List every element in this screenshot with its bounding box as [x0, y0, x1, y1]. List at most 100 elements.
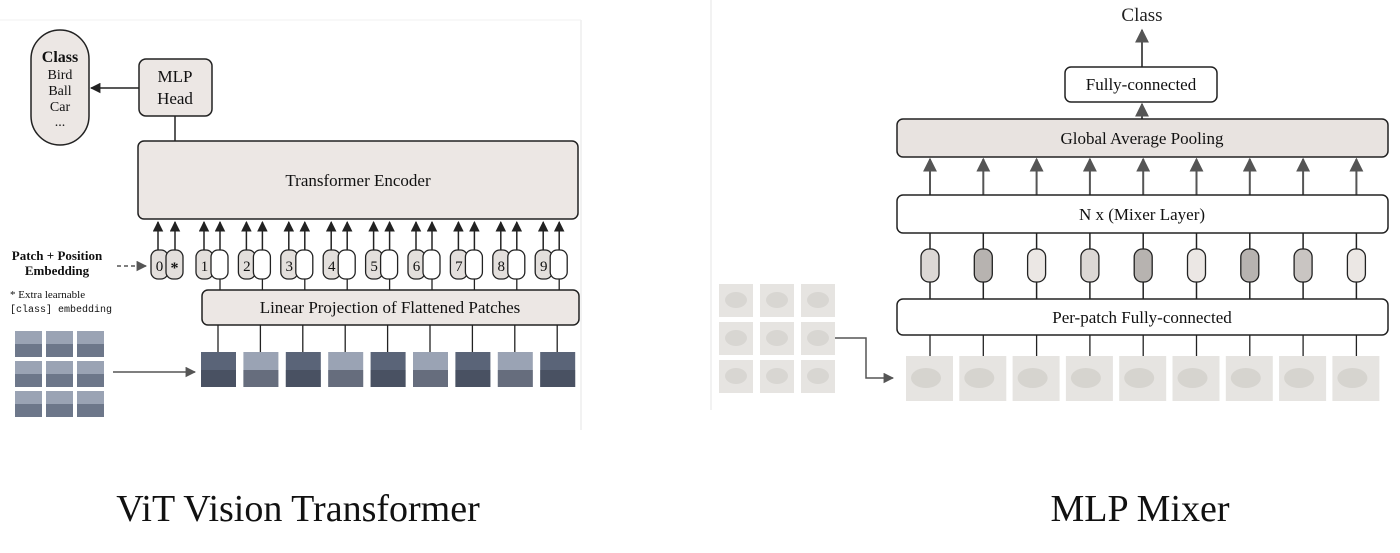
- patch-token: 8: [492, 249, 526, 280]
- patch-token: 3: [280, 249, 314, 280]
- flattened-patch: [243, 325, 279, 387]
- patch-token-number: 9: [540, 259, 548, 275]
- patch-token-number: 3: [286, 259, 294, 275]
- mixer-patch-row: [906, 335, 1380, 401]
- transformer-encoder-label: Transformer Encoder: [285, 171, 431, 190]
- mixer-patch: [1012, 335, 1060, 401]
- linear-projection-box: Linear Projection of Flattened Patches: [201, 289, 580, 326]
- class-output-item: Ball: [48, 84, 71, 99]
- source-patch: [46, 361, 73, 387]
- flattened-patch: [413, 325, 448, 387]
- mixer-source-patch: [760, 360, 794, 393]
- mixer-patch: [959, 335, 1007, 401]
- class-token: 0 *: [150, 249, 184, 280]
- mixer-token: [1026, 233, 1047, 299]
- flattened-patch: [540, 325, 576, 387]
- mixer-token: [1293, 233, 1313, 299]
- mixer-source-patch: [760, 322, 794, 355]
- mixer-token: [1186, 233, 1207, 299]
- flattened-patch: [328, 325, 364, 387]
- patch-token-number: 4: [328, 259, 336, 275]
- mixer-source-patch: [760, 284, 794, 317]
- mixer-caption: MLP Mixer: [1050, 488, 1229, 530]
- source-patch: [15, 391, 42, 417]
- mixer-source-patch: [719, 284, 753, 317]
- mixer-layer-label: N x (Mixer Layer): [1079, 205, 1205, 224]
- source-patch: [77, 331, 104, 357]
- class-output-title: Class: [42, 49, 78, 66]
- mixer-class-label: Class: [1121, 5, 1162, 26]
- flattened-patch: [455, 325, 491, 387]
- source-patch: [15, 331, 42, 357]
- mixer-source-patch: [719, 322, 753, 355]
- source-patch: [46, 391, 73, 417]
- mixer-patch: [1172, 335, 1220, 401]
- source-image-patches: [15, 331, 104, 417]
- patch-token: 5: [364, 249, 399, 280]
- mixer-patch: [1225, 335, 1273, 401]
- mixer-token: [973, 233, 993, 299]
- flattened-patch: [370, 325, 406, 387]
- patch-token-row: 1 2 3 4 5 6 7 8 9: [195, 249, 568, 290]
- fully-connected-label: Fully-connected: [1086, 75, 1197, 94]
- patch-token-number: 2: [243, 259, 251, 275]
- mixer-source-patches: [719, 284, 835, 393]
- mixer-source-patch: [801, 360, 835, 393]
- mixer-source-patch: [719, 360, 753, 393]
- source-patch: [15, 361, 42, 387]
- mlp-head-line2: Head: [157, 89, 193, 108]
- patch-token-number: 5: [370, 259, 378, 275]
- mixer-source-patch: [801, 322, 835, 355]
- patch-token: 7: [449, 249, 484, 280]
- class-token-star: *: [171, 260, 179, 277]
- patch-token: 2: [237, 249, 272, 280]
- class-output-box: Class Bird Ball Car ...: [30, 29, 90, 146]
- mixer-layer-box: N x (Mixer Layer): [896, 194, 1389, 234]
- mixer-token-row: [920, 233, 1367, 299]
- embedding-label-line1: Patch + Position: [12, 248, 103, 263]
- mixer-patch: [1065, 335, 1113, 401]
- mlp-head-box: MLP Head: [138, 58, 213, 117]
- global-average-pooling-label: Global Average Pooling: [1060, 129, 1224, 148]
- source-patch: [77, 361, 104, 387]
- mixer-token: [1346, 233, 1367, 299]
- mixer-patch: [906, 335, 953, 401]
- patch-token-number: 6: [413, 259, 421, 275]
- linear-projection-label: Linear Projection of Flattened Patches: [260, 298, 521, 317]
- encoder-input-arrows: [152, 220, 565, 250]
- source-patch: [77, 391, 104, 417]
- per-patch-fc-label: Per-patch Fully-connected: [1052, 308, 1232, 327]
- patch-token-number: 7: [455, 259, 463, 275]
- fully-connected-box: Fully-connected: [1064, 66, 1218, 103]
- extra-note-line1: * Extra learnable: [10, 289, 85, 301]
- class-output-item: ...: [55, 115, 66, 130]
- mixer-token: [1240, 233, 1260, 299]
- mixer-source-patch: [801, 284, 835, 317]
- flattened-patch-row: [201, 325, 576, 387]
- patch-token-number: 8: [498, 259, 506, 275]
- mixer-patch: [1332, 335, 1380, 401]
- transformer-encoder-box: Transformer Encoder: [137, 140, 579, 220]
- extra-note-line2: [class] embedding: [10, 304, 112, 316]
- mixer-token: [920, 233, 940, 299]
- patch-token: 1: [195, 249, 229, 280]
- mixer-patch: [1119, 335, 1167, 401]
- class-output-item: Bird: [48, 68, 73, 83]
- mixer-token: [1133, 233, 1153, 299]
- class-output-item: Car: [50, 100, 71, 115]
- mixer-patches-arrow: [835, 337, 895, 384]
- patch-token: 6: [407, 249, 441, 280]
- flattened-patch: [497, 325, 533, 387]
- mixer-panel: Class Fully-connected Global Average Poo…: [710, 0, 1389, 410]
- vit-panel: Class Bird Ball Car ... MLP Head Transfo…: [0, 19, 582, 430]
- source-patch: [46, 331, 73, 357]
- class-token-number: 0: [156, 259, 164, 275]
- mixer-patch: [1279, 335, 1327, 401]
- mixer-token: [1080, 233, 1100, 299]
- mixer-layer-output-arrows: [923, 157, 1364, 195]
- patch-token: 9: [534, 249, 568, 280]
- embedding-label-line2: Embedding: [25, 263, 90, 278]
- flattened-patch: [201, 325, 236, 387]
- vit-caption: ViT Vision Transformer: [116, 488, 480, 530]
